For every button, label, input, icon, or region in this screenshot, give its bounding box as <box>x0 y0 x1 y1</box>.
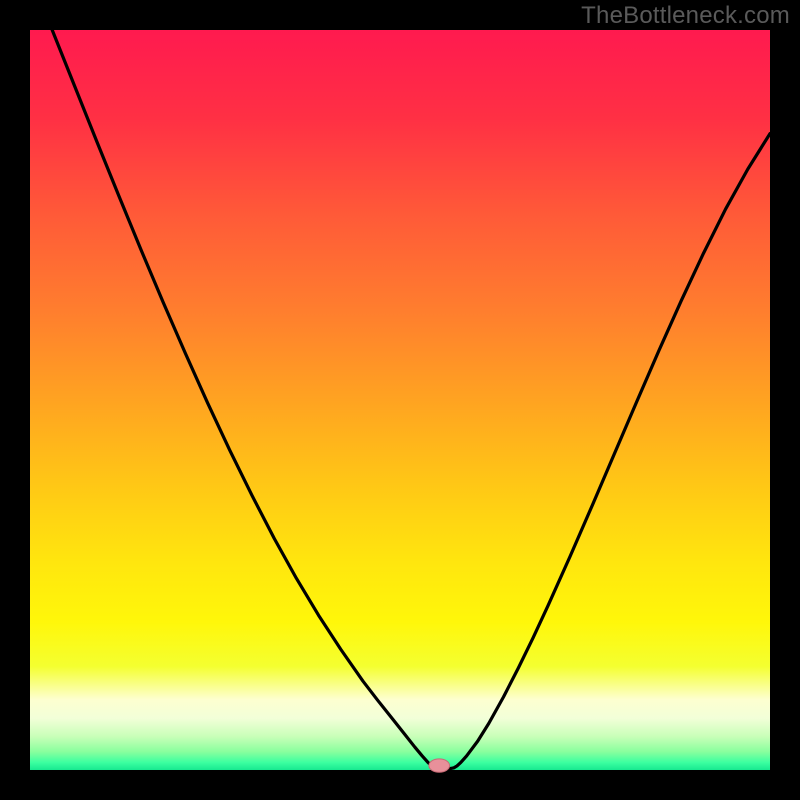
bottleneck-chart <box>0 0 800 800</box>
plot-background <box>30 30 770 770</box>
chart-container: TheBottleneck.com <box>0 0 800 800</box>
optimum-marker <box>429 759 450 772</box>
watermark-text: TheBottleneck.com <box>581 2 790 30</box>
